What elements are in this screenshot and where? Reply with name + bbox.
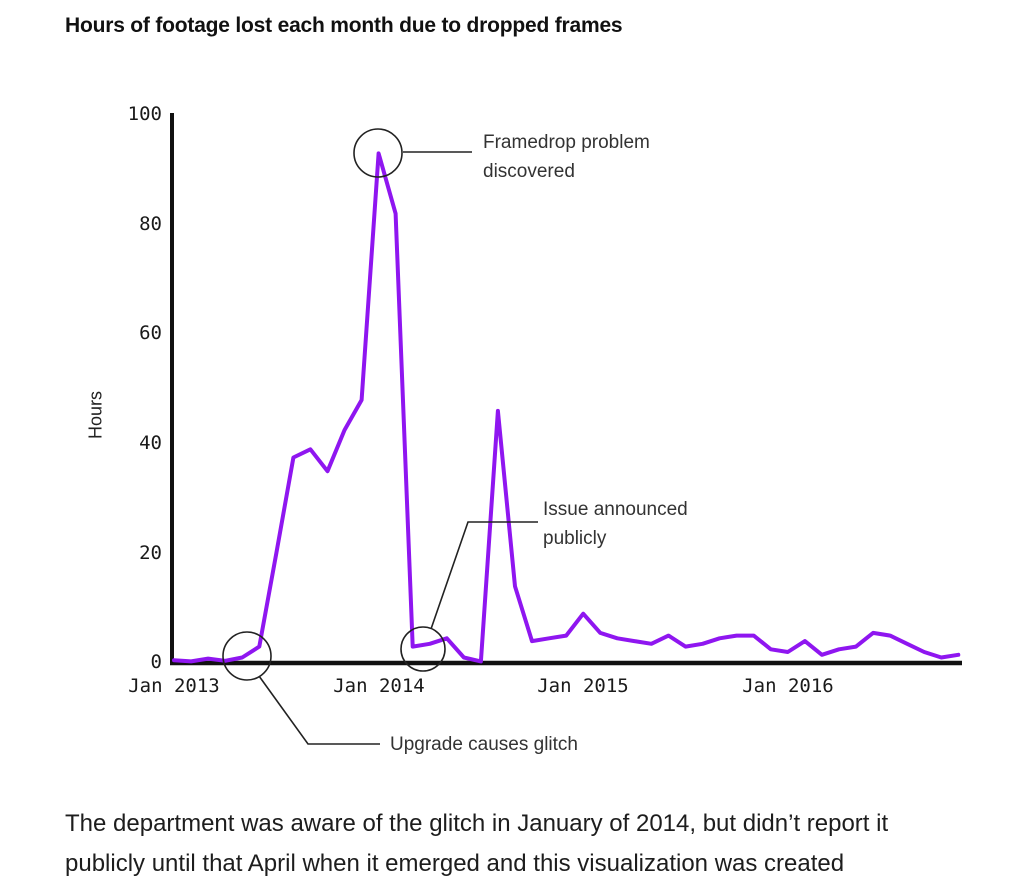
annotation-circle-upgrade-glitch — [222, 631, 272, 681]
chart-canvas — [170, 113, 962, 745]
y-tick-label-80: 80 — [139, 213, 162, 235]
annotation-circle-framedrop — [353, 128, 403, 178]
y-tick-label-0: 0 — [150, 651, 162, 673]
caption-line-1: The department was aware of the glitch i… — [65, 810, 889, 837]
figure-page: Hours of footage lost each month due to … — [65, 14, 962, 877]
annotation-issue-line1: Issue announced — [543, 499, 688, 520]
annotation-leader-upgrade-glitch — [258, 675, 380, 745]
x-tick-label-jan-2015: Jan 2015 — [537, 675, 629, 697]
y-tick-label-100: 100 — [127, 103, 162, 125]
x-tick-label-jan-2014: Jan 2014 — [333, 675, 425, 697]
annotation-upgrade-glitch: Upgrade causes glitch — [390, 730, 578, 759]
annotation-framedrop-line2: discovered — [483, 161, 575, 182]
y-tick-label-60: 60 — [139, 322, 162, 344]
y-tick-label-40: 40 — [139, 432, 162, 454]
caption-paragraph: The department was aware of the glitch i… — [65, 804, 1005, 884]
annotation-issue-announced: Issue announced publicly — [543, 495, 688, 553]
annotation-leader-issue-announced — [430, 521, 538, 630]
annotation-issue-line2: publicly — [543, 528, 607, 549]
footage-lost-line — [172, 151, 961, 664]
annotation-circle-issue-announced — [400, 626, 446, 672]
y-tick-label-20: 20 — [139, 542, 162, 564]
annotation-framedrop-line1: Framedrop problem — [483, 132, 650, 153]
x-tick-label-jan-2016: Jan 2016 — [742, 675, 834, 697]
x-tick-label-jan-2013: Jan 2013 — [128, 675, 220, 697]
chart-title: Hours of footage lost each month due to … — [65, 14, 623, 37]
caption-line-2: publicly until that April when it emerge… — [65, 850, 845, 877]
annotation-upgrade-line1: Upgrade causes glitch — [390, 734, 578, 755]
annotation-framedrop-discovered: Framedrop problem discovered — [483, 128, 650, 186]
